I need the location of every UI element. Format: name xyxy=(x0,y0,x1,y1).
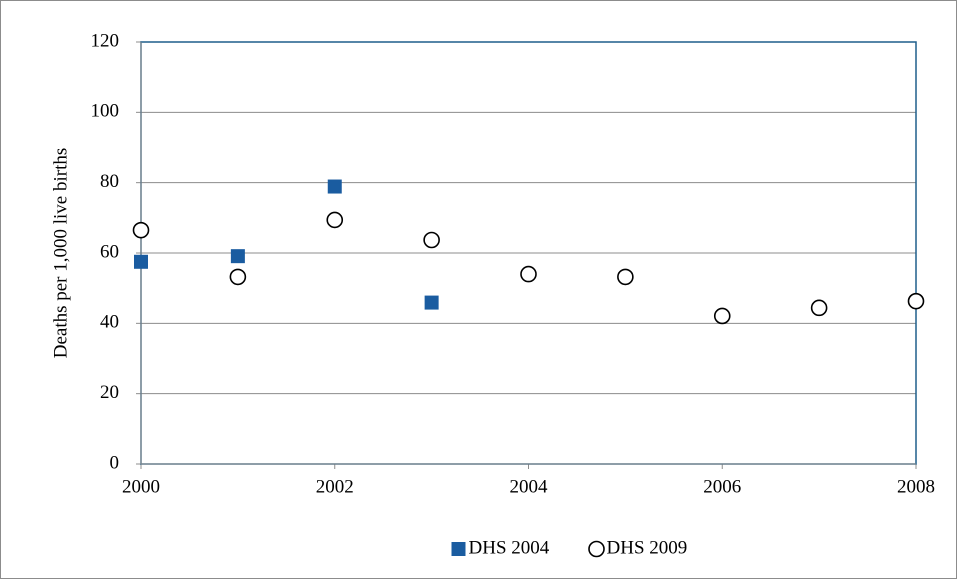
y-axis-label: Deaths per 1,000 live births xyxy=(50,148,71,359)
legend-marker xyxy=(588,540,605,558)
point xyxy=(230,249,245,264)
y-tick-label: 60 xyxy=(100,241,119,262)
y-tick-label: 40 xyxy=(100,312,119,333)
point xyxy=(327,179,342,194)
y-tick-label: 0 xyxy=(110,452,120,473)
x-tick-label: 2002 xyxy=(316,476,354,497)
x-tick-label: 2008 xyxy=(897,476,935,497)
point xyxy=(132,221,150,239)
point xyxy=(229,268,247,286)
x-tick-label: 2000 xyxy=(122,476,160,497)
x-tick-label: 2004 xyxy=(510,476,549,497)
x-tick-label: 2006 xyxy=(703,476,741,497)
y-tick-label: 20 xyxy=(100,382,119,403)
point xyxy=(907,292,925,310)
y-tick-label: 120 xyxy=(91,30,120,51)
point xyxy=(424,295,439,310)
legend-marker xyxy=(451,542,466,556)
y-tick-label: 80 xyxy=(100,171,119,192)
point xyxy=(134,254,148,269)
point xyxy=(423,231,440,249)
y-tick-label: 100 xyxy=(91,101,120,122)
point xyxy=(810,299,828,317)
point xyxy=(520,265,537,283)
legend-label: DHS 2004 xyxy=(469,537,550,558)
point xyxy=(326,211,344,229)
legend-label: DHS 2009 xyxy=(607,537,688,558)
point xyxy=(713,307,731,325)
point xyxy=(617,268,634,286)
